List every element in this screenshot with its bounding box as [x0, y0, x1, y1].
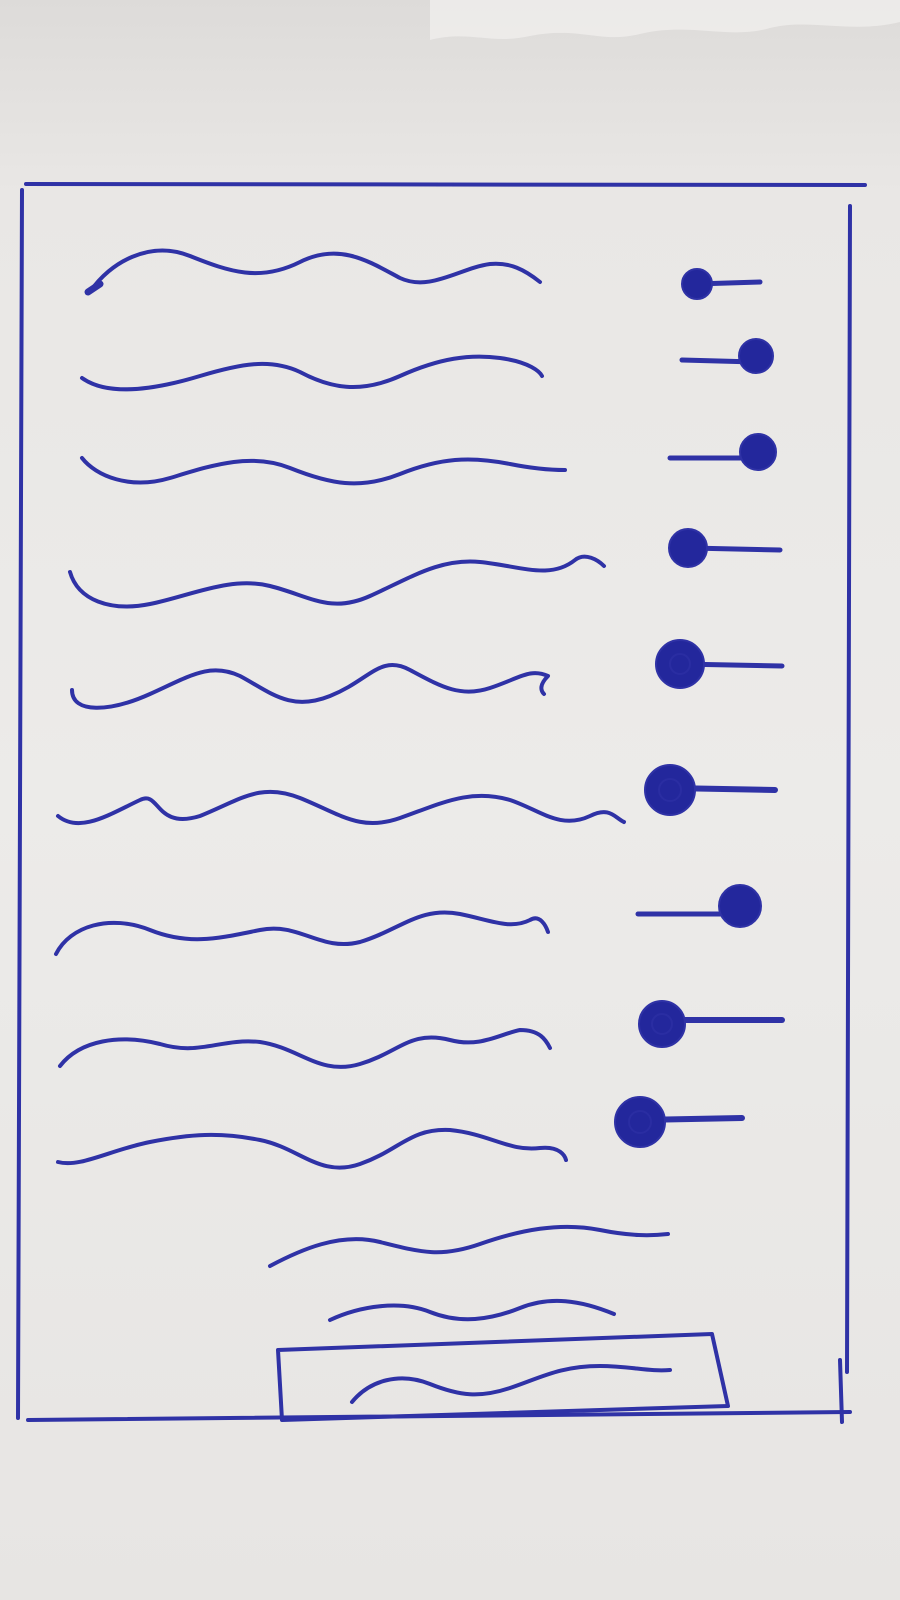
- button-label-placeholder: [350, 1364, 672, 1404]
- toggle-switch[interactable]: [667, 433, 777, 471]
- label-placeholder: [80, 456, 567, 486]
- toggle-switch[interactable]: [638, 1000, 785, 1048]
- toggle-switch[interactable]: [614, 1096, 745, 1148]
- settings-list: [54, 248, 785, 1170]
- label-placeholder: [54, 910, 550, 956]
- label-placeholder: [80, 354, 544, 392]
- list-item: [80, 433, 777, 486]
- footer-text-line: [268, 1224, 670, 1268]
- toggle-switch[interactable]: [644, 764, 778, 816]
- list-item: [58, 1000, 785, 1069]
- list-item: [56, 764, 778, 826]
- label-placeholder: [56, 789, 626, 826]
- label-placeholder: [88, 248, 542, 294]
- toggle-switch[interactable]: [681, 268, 763, 300]
- torn-paper-edge: [430, 0, 900, 40]
- label-placeholder: [68, 554, 606, 609]
- footer-text-line: [328, 1298, 616, 1322]
- label-placeholder: [56, 1127, 568, 1170]
- list-item: [70, 639, 785, 710]
- label-placeholder: [70, 663, 550, 710]
- list-item: [56, 1096, 745, 1170]
- list-item: [84, 248, 763, 300]
- footer-text: [268, 1224, 670, 1322]
- list-item: [80, 338, 774, 392]
- list-item: [68, 528, 783, 609]
- toggle-switch[interactable]: [635, 884, 762, 928]
- toggle-switch[interactable]: [679, 338, 774, 374]
- toggle-switch[interactable]: [655, 639, 785, 689]
- list-item: [54, 884, 762, 956]
- label-placeholder: [58, 1028, 552, 1069]
- toggle-switch[interactable]: [668, 528, 783, 568]
- submit-button[interactable]: [276, 1332, 730, 1422]
